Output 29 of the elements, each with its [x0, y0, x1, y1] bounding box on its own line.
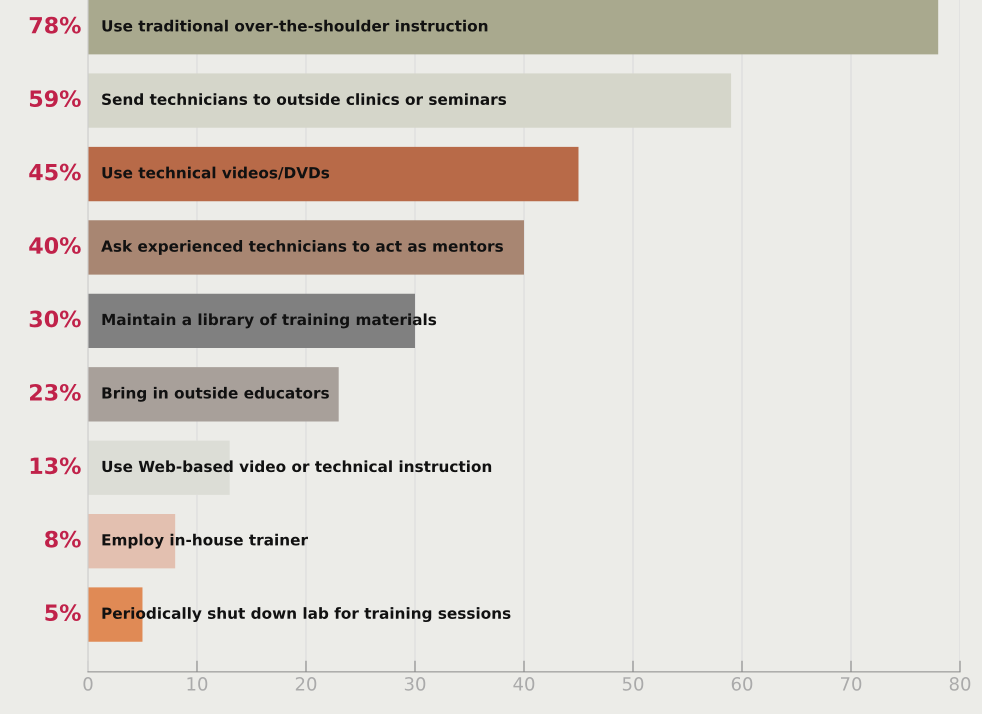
- y-tick-label: Use technical videos/DVDs: [102, 166, 330, 180]
- y-tick-label: Use traditional over-the-shoulder instruction: [102, 20, 488, 32]
- x-tick-label: 30: [404, 677, 426, 691]
- data-label: 45%: [29, 164, 81, 180]
- data-label: 59%: [30, 90, 81, 108]
- bar: [88, 146, 578, 202]
- y-tick-label: Bring in outside educators: [102, 386, 329, 402]
- y-tick-label: Employ in-house trainer: [102, 534, 308, 549]
- y-tick-label: Ask experienced technicians to act as mentors: [101, 240, 503, 255]
- x-tick-label: 60: [732, 677, 752, 691]
- data-label: 8%: [45, 530, 81, 548]
- bar: [88, 0, 938, 54]
- data-label: 23%: [30, 384, 81, 401]
- data-label: 13%: [30, 457, 81, 474]
- y-tick-label: Use Web-based video or technical instruction: [102, 460, 492, 472]
- data-label: 40%: [29, 237, 81, 254]
- data-label: 78%: [30, 16, 81, 34]
- x-tick-label: 20: [296, 677, 316, 691]
- y-tick-label: Send technicians to outside clinics or seminars: [102, 93, 506, 106]
- x-tick-label: 10: [187, 677, 208, 691]
- x-tick-label: 70: [840, 677, 862, 691]
- x-tick-label: 80: [950, 677, 970, 691]
- bar: [88, 367, 339, 422]
- data-label: 30%: [30, 310, 81, 328]
- x-tick-label: 50: [622, 677, 644, 691]
- bar: [88, 220, 524, 275]
- x-tick-label: 0: [83, 677, 93, 691]
- x-tick-label: 40: [513, 677, 534, 691]
- data-label: 5%: [45, 604, 81, 622]
